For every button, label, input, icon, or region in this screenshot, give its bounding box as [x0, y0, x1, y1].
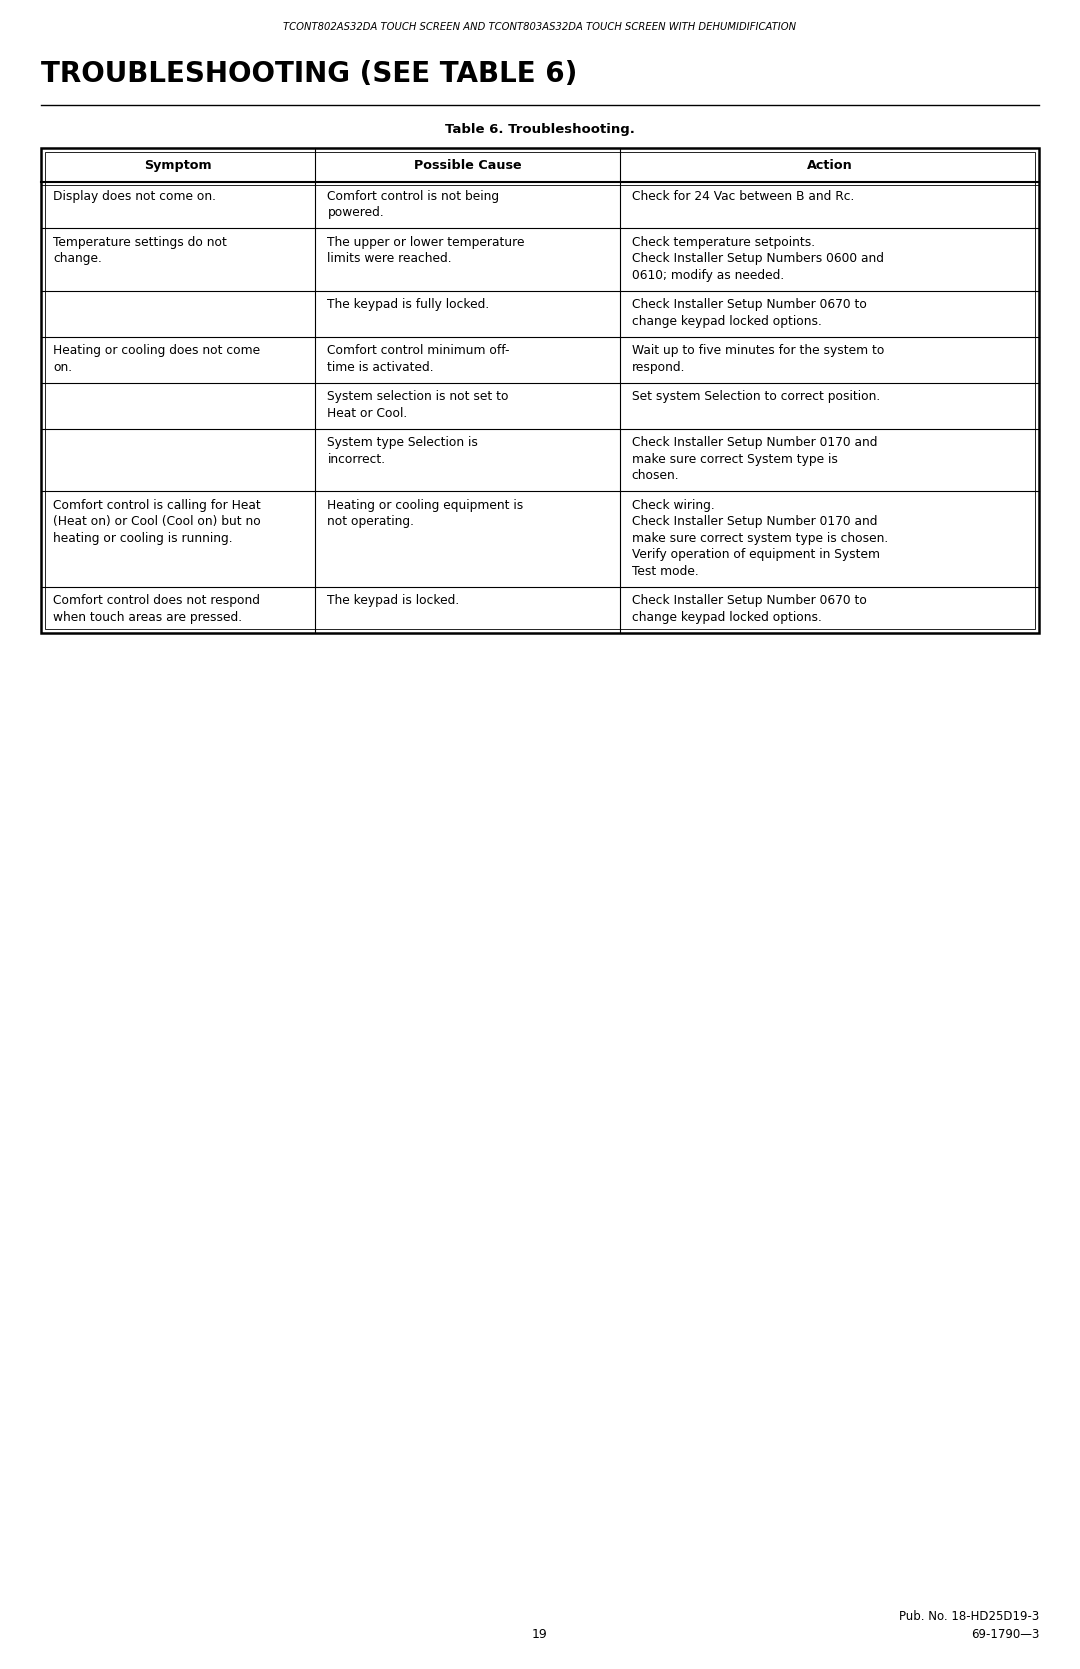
Text: Display does not come on.: Display does not come on.: [53, 190, 216, 202]
Text: Comfort control is not being
powered.: Comfort control is not being powered.: [327, 190, 500, 219]
Text: Set system Selection to correct position.: Set system Selection to correct position…: [632, 391, 880, 404]
Text: Check Installer Setup Number 0670 to
change keypad locked options.: Check Installer Setup Number 0670 to cha…: [632, 299, 867, 327]
Text: Temperature settings do not
change.: Temperature settings do not change.: [53, 235, 227, 265]
Text: System selection is not set to
Heat or Cool.: System selection is not set to Heat or C…: [327, 391, 509, 419]
Text: Heating or cooling equipment is
not operating.: Heating or cooling equipment is not oper…: [327, 499, 524, 529]
Text: Action: Action: [807, 159, 852, 172]
Text: The keypad is locked.: The keypad is locked.: [327, 594, 460, 608]
Text: Comfort control minimum off-
time is activated.: Comfort control minimum off- time is act…: [327, 344, 510, 374]
Text: System type Selection is
incorrect.: System type Selection is incorrect.: [327, 436, 478, 466]
Text: Comfort control does not respond
when touch areas are pressed.: Comfort control does not respond when to…: [53, 594, 260, 624]
Text: TROUBLESHOOTING (SEE TABLE 6): TROUBLESHOOTING (SEE TABLE 6): [41, 60, 578, 88]
Text: TCONT802AS32DA TOUCH SCREEN AND TCONT803AS32DA TOUCH SCREEN WITH DEHUMIDIFICATIO: TCONT802AS32DA TOUCH SCREEN AND TCONT803…: [283, 22, 797, 32]
Text: Check for 24 Vac between B and Rc.: Check for 24 Vac between B and Rc.: [632, 190, 854, 202]
Text: The upper or lower temperature
limits were reached.: The upper or lower temperature limits we…: [327, 235, 525, 265]
Text: Pub. No. 18-HD25D19-3
69-1790—3: Pub. No. 18-HD25D19-3 69-1790—3: [899, 1611, 1039, 1641]
Text: Wait up to five minutes for the system to
respond.: Wait up to five minutes for the system t…: [632, 344, 885, 374]
Text: 19: 19: [532, 1627, 548, 1641]
Bar: [45, 152, 1035, 629]
Text: Comfort control is calling for Heat
(Heat on) or Cool (Cool on) but no
heating o: Comfort control is calling for Heat (Hea…: [53, 499, 260, 544]
Text: Check Installer Setup Number 0670 to
change keypad locked options.: Check Installer Setup Number 0670 to cha…: [632, 594, 867, 624]
Text: Symptom: Symptom: [145, 159, 212, 172]
Text: The keypad is fully locked.: The keypad is fully locked.: [327, 299, 489, 310]
Text: Possible Cause: Possible Cause: [414, 159, 522, 172]
Text: Check temperature setpoints.
Check Installer Setup Numbers 0600 and
0610; modify: Check temperature setpoints. Check Insta…: [632, 235, 883, 282]
Text: Check Installer Setup Number 0170 and
make sure correct System type is
chosen.: Check Installer Setup Number 0170 and ma…: [632, 436, 877, 482]
Bar: [41, 149, 1039, 633]
Text: Check wiring.
Check Installer Setup Number 0170 and
make sure correct system typ: Check wiring. Check Installer Setup Numb…: [632, 499, 888, 577]
Text: Table 6. Troubleshooting.: Table 6. Troubleshooting.: [445, 124, 635, 135]
Text: Heating or cooling does not come
on.: Heating or cooling does not come on.: [53, 344, 260, 374]
